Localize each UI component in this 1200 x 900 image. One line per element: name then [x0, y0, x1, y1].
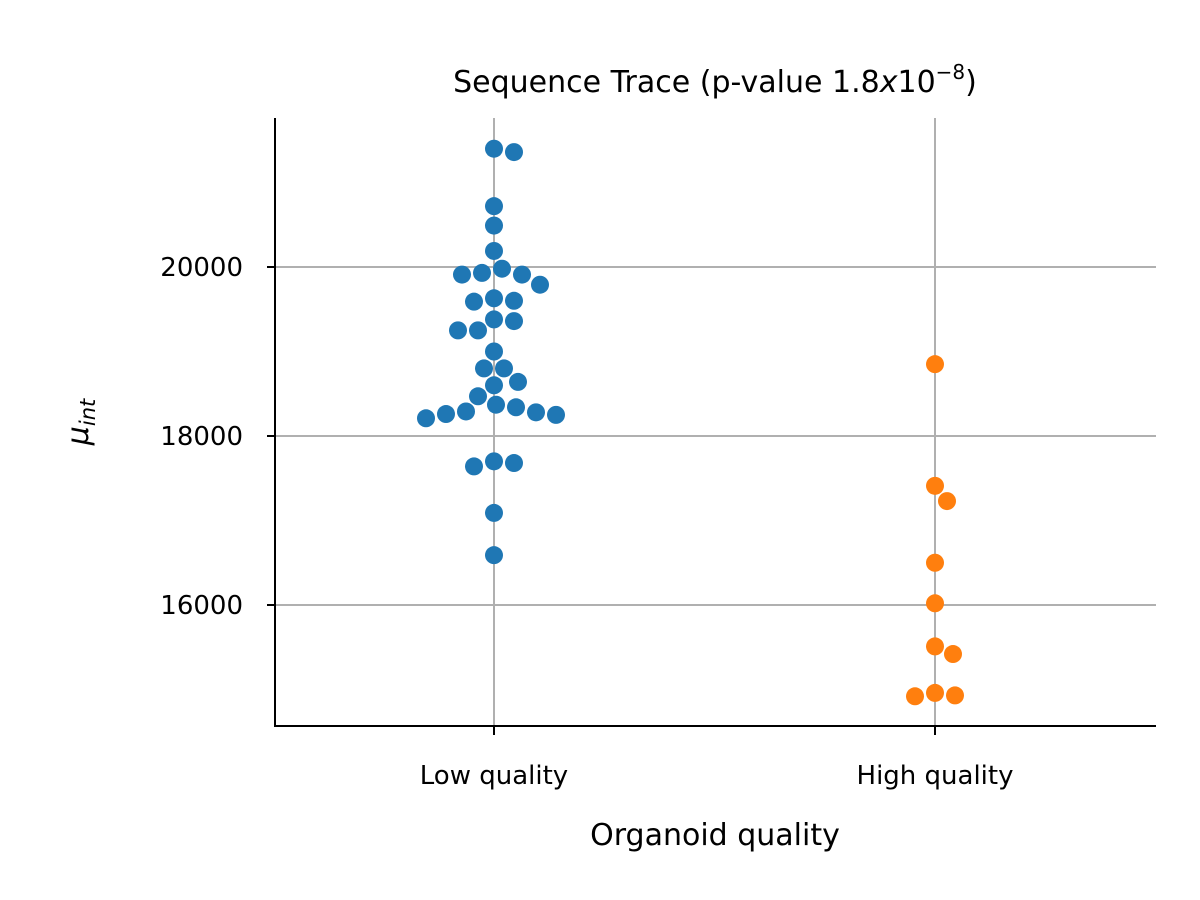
y-tick-label: 16000 [160, 591, 243, 621]
x-tick-label: Low quality [420, 761, 568, 791]
data-points [417, 139, 964, 706]
data-point [469, 321, 487, 340]
y-tick-label: 18000 [160, 422, 243, 452]
data-point [465, 292, 483, 311]
data-point [417, 409, 435, 428]
data-point [509, 372, 527, 391]
data-point [531, 275, 549, 294]
data-point [469, 387, 487, 406]
data-point [449, 321, 467, 340]
data-point [944, 645, 962, 664]
data-point [485, 197, 503, 216]
data-point [485, 241, 503, 260]
data-point [485, 452, 503, 471]
chart-title: Sequence Trace (p-value 1.8x10−8) [453, 60, 977, 100]
data-point [926, 637, 944, 656]
data-point [946, 686, 964, 705]
axes [274, 118, 1156, 727]
data-point [485, 376, 503, 395]
ticks: 16000 18000 20000 Low quality High quality [160, 253, 1013, 791]
data-point [926, 594, 944, 613]
data-point [485, 310, 503, 329]
data-point [453, 265, 471, 284]
data-point [505, 143, 523, 162]
data-point [906, 687, 924, 706]
data-point [926, 553, 944, 572]
data-point [457, 402, 475, 421]
data-point [473, 263, 491, 282]
grid-lines [275, 118, 1156, 726]
x-tick-label: High quality [857, 761, 1014, 791]
data-point [485, 216, 503, 235]
data-point [487, 395, 505, 414]
data-point [926, 355, 944, 374]
data-point [485, 546, 503, 565]
data-point [485, 342, 503, 361]
data-point [505, 454, 523, 473]
data-point [475, 359, 493, 378]
data-point [926, 683, 944, 702]
data-point [505, 312, 523, 331]
data-point [938, 492, 956, 511]
y-tick-label: 20000 [160, 253, 243, 283]
data-point [485, 503, 503, 522]
data-point [485, 289, 503, 308]
data-point [513, 265, 531, 284]
data-point [527, 403, 545, 422]
data-point [437, 405, 455, 424]
data-point [505, 291, 523, 310]
y-axis-label: μint [61, 398, 100, 446]
data-point [493, 259, 511, 278]
data-point [926, 476, 944, 495]
data-point [547, 405, 565, 424]
data-point [485, 139, 503, 158]
data-point [495, 359, 513, 378]
x-axis-label: Organoid quality [590, 818, 840, 853]
data-point [507, 398, 525, 417]
data-point [465, 457, 483, 476]
